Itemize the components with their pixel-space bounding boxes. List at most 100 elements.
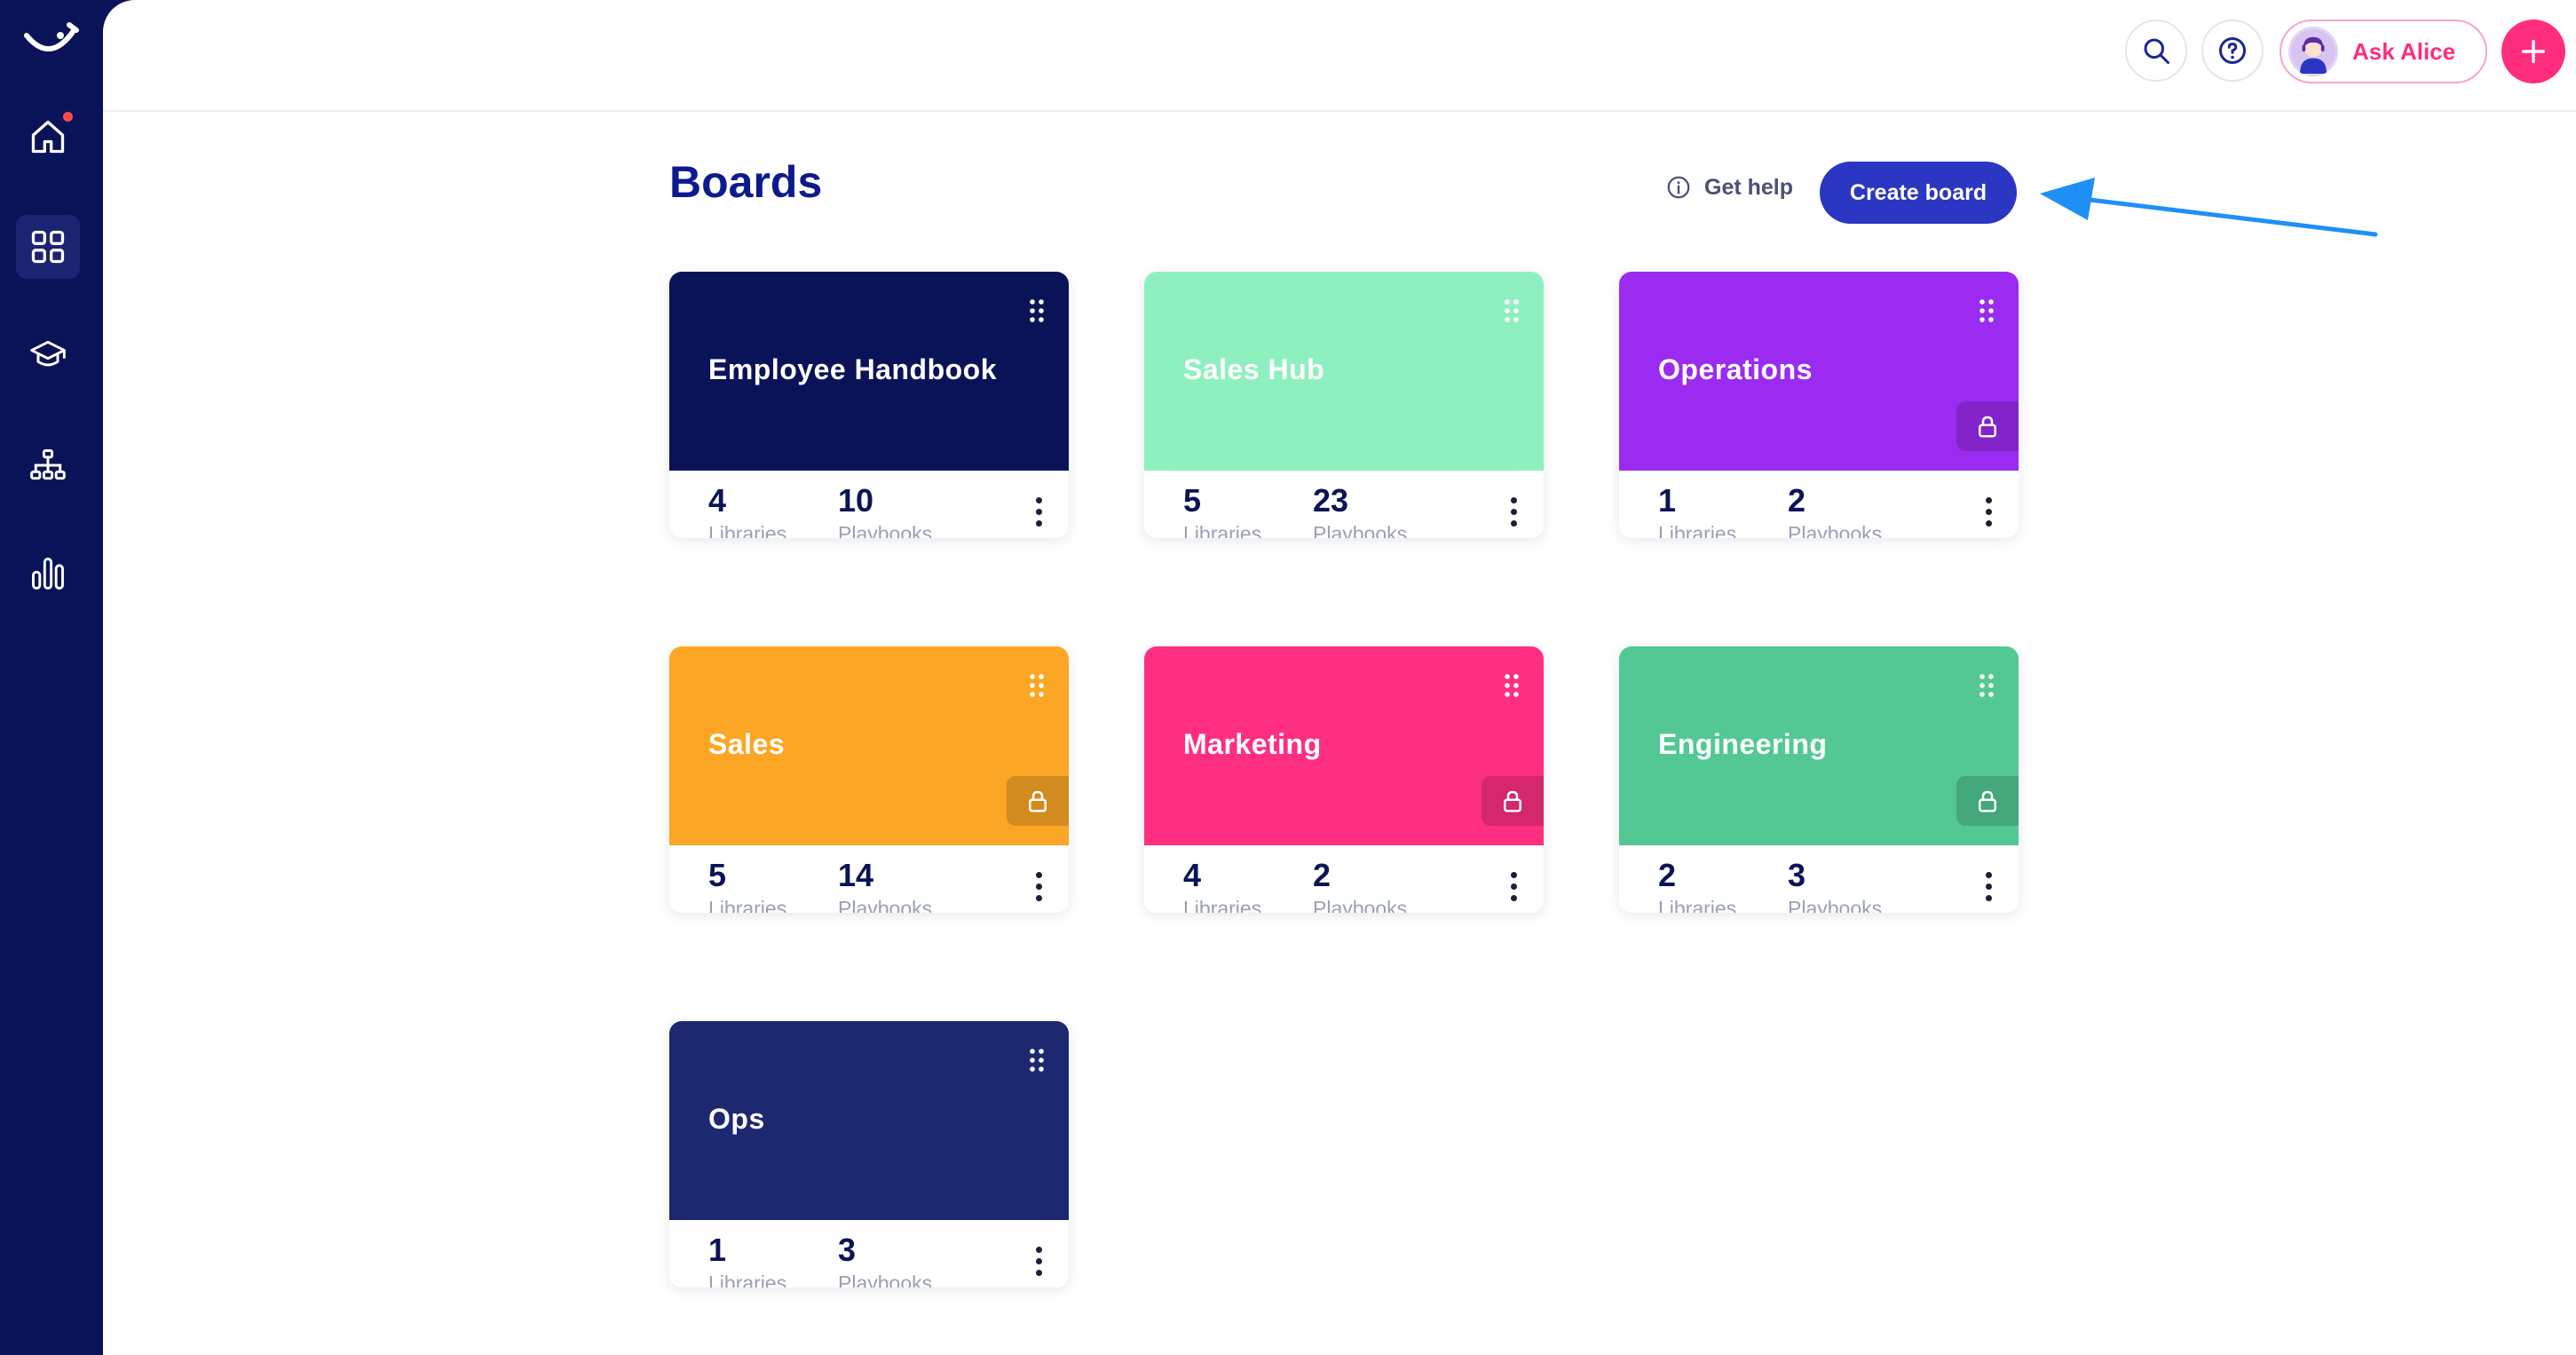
bar-chart-icon <box>32 558 64 590</box>
libraries-count: 1 <box>1658 482 1677 519</box>
playbooks-stat: 3 Playbooks <box>1788 857 1883 914</box>
playbooks-count: 3 <box>1788 857 1806 893</box>
search-button[interactable] <box>2125 20 2187 82</box>
board-card-header[interactable]: Employee Handbook <box>669 272 1069 471</box>
board-card-header[interactable]: Sales Hub <box>1144 272 1544 471</box>
libraries-stat: 5 Libraries <box>1183 482 1262 539</box>
more-options-icon[interactable] <box>1974 865 2003 907</box>
drag-handle-icon[interactable] <box>1028 298 1046 323</box>
board-card[interactable]: Ops 1 Libraries 3 Playbooks <box>669 1021 1069 1288</box>
libraries-label: Libraries <box>1183 897 1262 913</box>
sidebar-item-learning[interactable] <box>16 323 80 387</box>
get-help-label: Get help <box>1704 174 1794 200</box>
playbooks-label: Playbooks <box>1313 897 1408 913</box>
more-options-icon[interactable] <box>1974 490 2003 533</box>
board-card[interactable]: Marketing 4 Libraries 2 Playbooks <box>1144 646 1544 913</box>
libraries-label: Libraries <box>708 1272 787 1288</box>
more-options-icon[interactable] <box>1024 865 1053 907</box>
board-title: Engineering <box>1658 728 1828 760</box>
search-icon <box>2144 38 2169 64</box>
board-card-header[interactable]: Marketing <box>1144 646 1544 845</box>
playbooks-stat: 10 Playbooks <box>838 482 933 539</box>
lock-button[interactable] <box>1956 401 2019 451</box>
drag-handle-icon[interactable] <box>1028 1048 1046 1073</box>
playbooks-count: 2 <box>1313 857 1331 893</box>
lock-icon <box>1504 790 1521 812</box>
libraries-count: 4 <box>1183 857 1202 893</box>
libraries-label: Libraries <box>1658 522 1737 538</box>
board-card[interactable]: Sales Hub 5 Libraries 23 Playbooks <box>1144 272 1544 538</box>
sidebar-item-org-chart[interactable] <box>16 433 80 497</box>
playbooks-stat: 14 Playbooks <box>838 858 933 914</box>
playbooks-label: Playbooks <box>1788 897 1883 913</box>
page-title: Boards <box>669 157 823 207</box>
more-options-icon[interactable] <box>1499 865 1528 907</box>
libraries-label: Libraries <box>1658 897 1737 913</box>
alice-avatar <box>2288 27 2338 76</box>
playbooks-label: Playbooks <box>838 1272 933 1288</box>
graduation-cap-icon <box>30 340 66 367</box>
libraries-label: Libraries <box>1183 522 1262 538</box>
lock-button[interactable] <box>1956 776 2019 826</box>
libraries-stat: 4 Libraries <box>708 483 787 539</box>
smile-logo-icon[interactable] <box>20 9 83 73</box>
playbooks-label: Playbooks <box>838 522 933 538</box>
create-board-button[interactable]: Create board <box>1820 162 2017 224</box>
get-help-link[interactable]: Get help <box>1665 174 1793 201</box>
board-card[interactable]: Sales 5 Libraries 14 Playbooks <box>669 646 1069 913</box>
drag-handle-icon[interactable] <box>1503 298 1521 323</box>
board-card-header[interactable]: Sales <box>669 646 1069 845</box>
ask-alice-button[interactable]: Ask Alice <box>2280 20 2487 83</box>
notification-dot <box>63 112 73 122</box>
playbooks-stat: 2 Playbooks <box>1313 857 1408 914</box>
sidebar-item-boards[interactable] <box>16 215 80 279</box>
drag-handle-icon[interactable] <box>1028 673 1046 698</box>
playbooks-label: Playbooks <box>1788 522 1883 538</box>
board-card[interactable]: Operations 1 Libraries 2 Playbooks <box>1619 272 2019 538</box>
board-title: Sales Hub <box>1183 353 1325 385</box>
sidebar-item-home[interactable] <box>16 105 80 169</box>
add-button[interactable] <box>2501 20 2565 83</box>
libraries-count: 2 <box>1658 857 1677 893</box>
playbooks-label: Playbooks <box>838 897 933 913</box>
libraries-stat: 4 Libraries <box>1183 857 1262 914</box>
plus-icon <box>2521 39 2546 64</box>
libraries-stat: 1 Libraries <box>1658 482 1737 539</box>
board-title: Sales <box>708 728 786 760</box>
sidebar-item-analytics[interactable] <box>16 542 80 606</box>
drag-handle-icon[interactable] <box>1978 673 1995 698</box>
more-options-icon[interactable] <box>1024 1240 1053 1282</box>
board-card-header[interactable]: Ops <box>669 1021 1069 1220</box>
lock-button[interactable] <box>1482 776 1544 826</box>
libraries-label: Libraries <box>708 897 787 913</box>
playbooks-count: 10 <box>838 482 874 519</box>
org-chart-icon <box>30 449 66 480</box>
sidebar <box>0 0 103 1355</box>
info-icon <box>1667 176 1690 199</box>
more-options-icon[interactable] <box>1024 490 1053 533</box>
libraries-label: Libraries <box>708 522 787 538</box>
lock-button[interactable] <box>1007 776 1069 826</box>
board-card[interactable]: Engineering 2 Libraries 3 Playbooks <box>1619 646 2019 913</box>
libraries-stat: 5 Libraries <box>708 857 787 914</box>
playbooks-stat: 23 Playbooks <box>1313 483 1407 539</box>
board-card[interactable]: Employee Handbook 4 Libraries 10 Playbooks <box>669 272 1069 538</box>
top-bar: Ask Alice <box>103 0 2576 112</box>
board-title: Marketing <box>1183 728 1322 760</box>
more-options-icon[interactable] <box>1499 490 1528 533</box>
libraries-count: 5 <box>708 857 727 893</box>
libraries-count: 5 <box>1183 482 1202 519</box>
ask-alice-label: Ask Alice <box>2352 37 2456 65</box>
drag-handle-icon[interactable] <box>1978 298 1995 323</box>
drag-handle-icon[interactable] <box>1503 673 1521 698</box>
board-card-header[interactable]: Engineering <box>1619 646 2019 845</box>
board-card-header[interactable]: Operations <box>1619 272 2019 471</box>
home-icon <box>31 120 65 154</box>
lock-icon <box>1979 790 1996 812</box>
lock-icon <box>1029 790 1047 812</box>
grid-icon <box>31 230 65 264</box>
board-title: Operations <box>1658 353 1813 385</box>
help-button[interactable] <box>2201 20 2264 82</box>
board-title: Employee Handbook <box>708 353 997 385</box>
libraries-stat: 2 Libraries <box>1658 857 1737 914</box>
